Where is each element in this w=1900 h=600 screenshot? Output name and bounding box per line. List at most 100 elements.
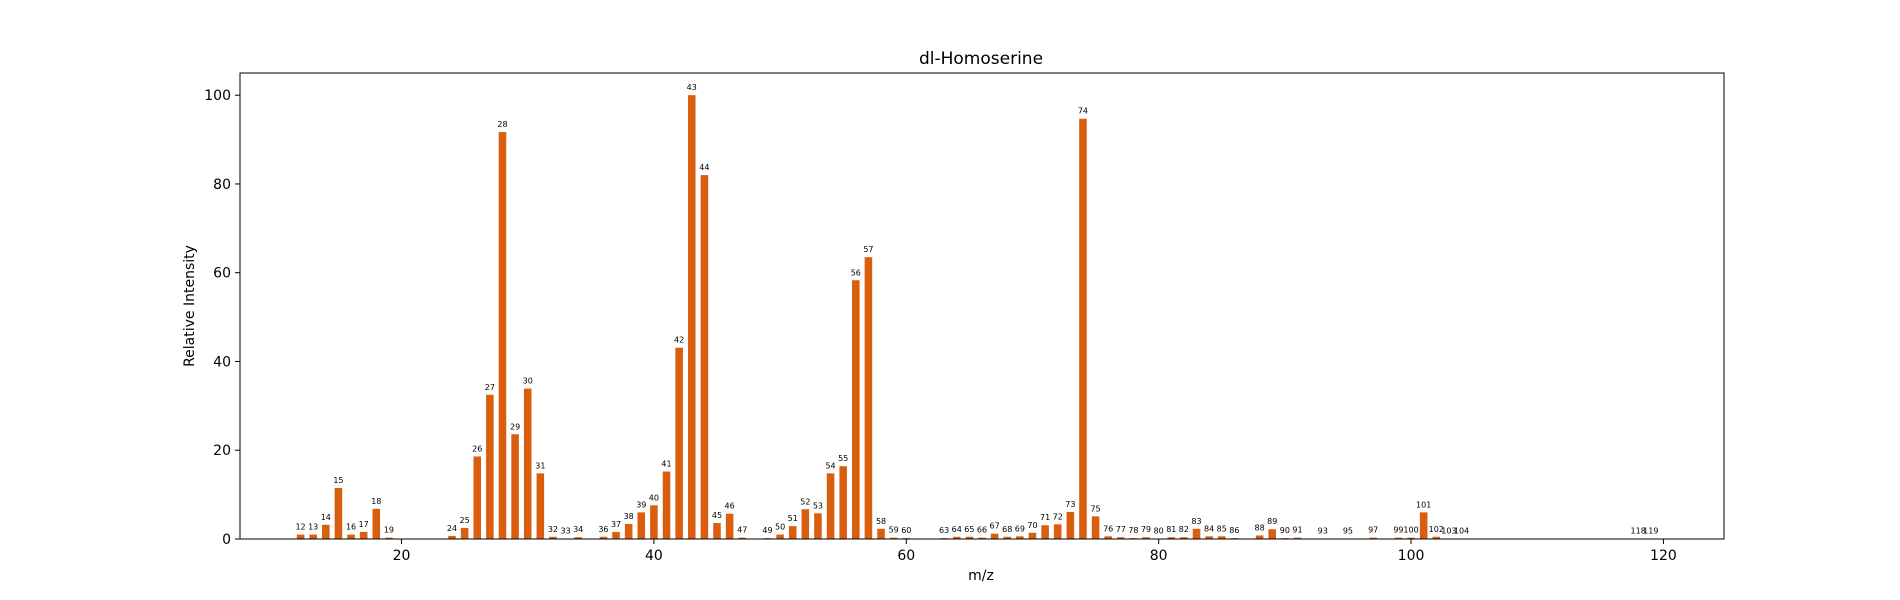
bar-label-mz-69: 69	[1015, 524, 1025, 533]
bar-label-mz-83: 83	[1191, 517, 1201, 526]
bar-mz-74	[1079, 118, 1087, 540]
bar-mz-13	[309, 534, 317, 539]
bar-label-mz-13: 13	[308, 523, 318, 532]
bar-mz-44	[700, 175, 709, 539]
bar-mz-45	[713, 523, 721, 539]
bar-mz-91	[1293, 537, 1302, 539]
bar-mz-89	[1268, 529, 1277, 539]
bar-label-mz-28: 28	[497, 120, 507, 129]
bar-label-mz-79: 79	[1141, 525, 1151, 534]
bars-group	[296, 95, 1655, 540]
bar-label-mz-64: 64	[952, 525, 962, 534]
bar-mz-46	[725, 513, 734, 539]
bar-mz-39	[637, 512, 646, 539]
bar-mz-102	[1432, 536, 1441, 539]
bar-label-mz-70: 70	[1027, 521, 1037, 530]
bar-label-mz-29: 29	[510, 422, 520, 431]
bar-mz-12	[296, 534, 305, 539]
bar-mz-64	[952, 536, 961, 539]
bar-mz-85	[1217, 536, 1226, 539]
bar-label-mz-42: 42	[674, 336, 684, 345]
bar-label-mz-39: 39	[636, 500, 646, 509]
bar-label-mz-99: 99	[1393, 526, 1403, 535]
bar-mz-56	[852, 280, 860, 539]
bar-label-mz-65: 65	[964, 525, 974, 534]
bar-label-mz-56: 56	[851, 268, 861, 277]
bar-label-mz-102: 102	[1429, 525, 1444, 534]
y-tick-label-80: 80	[213, 177, 231, 193]
bar-label-mz-82: 82	[1179, 525, 1189, 534]
bar-mz-65	[965, 536, 974, 539]
bar-mz-58	[877, 528, 885, 539]
bar-label-mz-55: 55	[838, 454, 848, 463]
bar-label-mz-91: 91	[1292, 526, 1302, 535]
bar-label-mz-84: 84	[1204, 524, 1214, 533]
bar-label-mz-80: 80	[1154, 527, 1164, 536]
bar-mz-19	[385, 537, 393, 539]
x-axis-label: m/z	[968, 568, 994, 584]
bar-mz-47	[738, 537, 747, 539]
plot-frame	[239, 72, 1725, 540]
bar-label-mz-25: 25	[460, 516, 470, 525]
bar-label-mz-75: 75	[1090, 504, 1100, 513]
bar-mz-54	[826, 473, 835, 539]
bar-label-mz-93: 93	[1318, 527, 1328, 536]
bar-label-mz-81: 81	[1166, 525, 1176, 534]
bar-label-mz-19: 19	[384, 526, 394, 535]
bar-label-mz-57: 57	[863, 245, 873, 254]
y-axis-label: Relative Intensity	[182, 245, 198, 367]
bar-label-mz-49: 49	[762, 526, 772, 535]
bar-label-mz-24: 24	[447, 524, 457, 533]
bar-label-mz-85: 85	[1217, 524, 1227, 533]
bar-label-mz-37: 37	[611, 520, 621, 529]
bar-mz-14	[322, 524, 330, 539]
bar-mz-24	[448, 535, 456, 539]
bar-label-mz-14: 14	[321, 513, 331, 522]
bar-mz-52	[801, 509, 810, 539]
bar-label-mz-43: 43	[687, 83, 697, 92]
bar-mz-97	[1369, 537, 1377, 539]
bar-mz-43	[687, 95, 696, 539]
bar-mz-69	[1016, 536, 1024, 539]
bar-mz-82	[1180, 537, 1188, 539]
bar-mz-99	[1394, 537, 1403, 539]
bar-mz-77	[1117, 537, 1125, 539]
bar-label-mz-86: 86	[1229, 526, 1239, 535]
bar-mz-76	[1104, 536, 1112, 539]
bar-label-mz-40: 40	[649, 493, 659, 502]
bar-label-mz-47: 47	[737, 526, 747, 535]
bar-label-mz-27: 27	[485, 383, 495, 392]
bar-mz-75	[1091, 516, 1100, 539]
chart-title: dl-Homoserine	[919, 49, 1043, 69]
bar-mz-29	[511, 434, 519, 539]
bar-label-mz-101: 101	[1416, 500, 1431, 509]
x-axis: 20 40 60 80 100 120	[393, 539, 1677, 564]
x-tick-label-80: 80	[1150, 548, 1168, 564]
bar-label-mz-63: 63	[939, 526, 949, 535]
bar-label-mz-73: 73	[1065, 500, 1075, 509]
bar-mz-101	[1419, 512, 1428, 539]
bar-label-mz-88: 88	[1255, 523, 1265, 532]
y-tick-label-0: 0	[222, 532, 231, 548]
bar-label-mz-32: 32	[548, 525, 558, 534]
bar-mz-18	[372, 508, 381, 539]
bar-label-mz-31: 31	[535, 461, 545, 470]
x-tick-label-40: 40	[645, 548, 663, 564]
bar-label-mz-38: 38	[624, 512, 634, 521]
bar-label-mz-46: 46	[725, 502, 735, 511]
bar-label-mz-66: 66	[977, 526, 987, 535]
bar-label-mz-50: 50	[775, 523, 785, 532]
bar-mz-59	[889, 537, 898, 539]
y-tick-label-60: 60	[213, 266, 231, 282]
bar-mz-79	[1142, 537, 1150, 539]
bar-label-mz-12: 12	[295, 523, 305, 532]
bar-mz-32	[549, 536, 557, 539]
bar-label-mz-36: 36	[598, 525, 608, 534]
bar-label-mz-71: 71	[1040, 513, 1050, 522]
x-tick-label-100: 100	[1398, 548, 1425, 564]
bar-label-mz-103: 103	[1441, 527, 1456, 536]
bar-mz-57	[864, 257, 873, 539]
x-tick-label-60: 60	[897, 548, 915, 564]
